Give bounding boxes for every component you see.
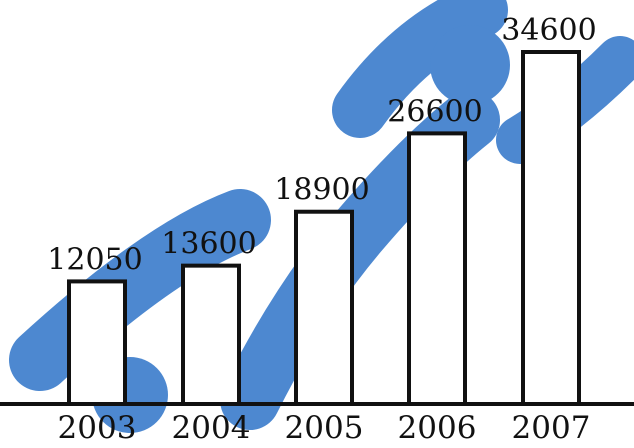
x-tick-label-2006: 2006 [398, 410, 477, 443]
watermark-stroke [332, 0, 508, 138]
bar-2005 [294, 209, 354, 406]
data-label-2005: 18900 [274, 173, 369, 208]
watermark-stroke [430, 25, 510, 105]
data-label-2007: 34600 [501, 13, 596, 48]
x-tick-label-2004: 2004 [172, 410, 251, 443]
bar-2003 [67, 279, 127, 406]
x-tick-label-2003: 2003 [58, 410, 137, 443]
data-labels-group: 12050 13600 18900 26600 34600 [47, 13, 596, 277]
x-tick-labels-group: 2003 2004 2005 2006 2007 [58, 410, 591, 446]
x-tick-label-2005: 2005 [285, 410, 364, 443]
data-label-2003: 12050 [47, 242, 142, 277]
bar-2006 [407, 131, 467, 407]
bar-2004 [181, 263, 241, 407]
data-label-2006: 26600 [387, 94, 482, 129]
bar-2007 [521, 50, 581, 406]
bars-group [67, 50, 581, 407]
data-label-2004: 13600 [161, 227, 256, 262]
x-tick-label-2007: 2007 [512, 410, 591, 443]
